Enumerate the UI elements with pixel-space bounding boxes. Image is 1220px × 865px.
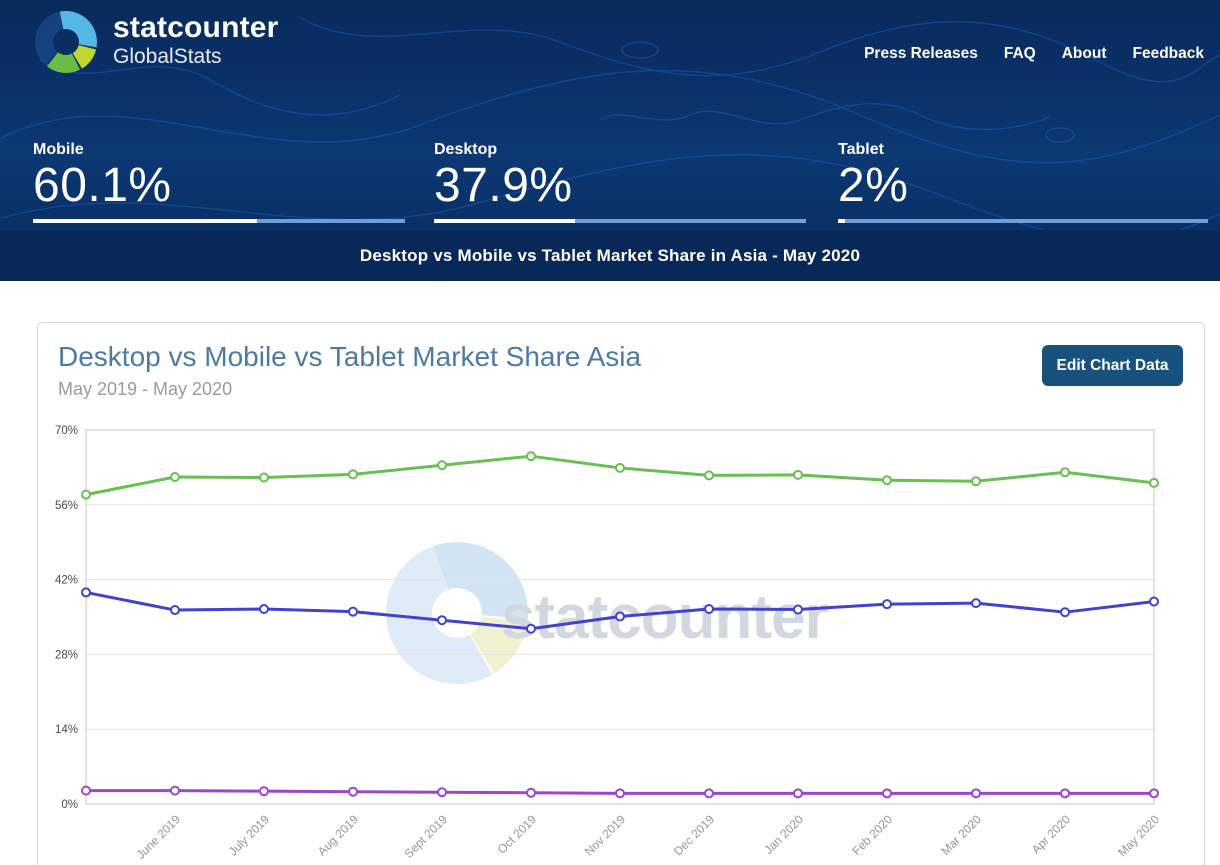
data-point-mobile[interactable] [882, 475, 892, 486]
data-point-tablet[interactable] [971, 788, 981, 799]
stat-desktop-bar [434, 219, 806, 223]
data-point-tablet[interactable] [437, 787, 447, 798]
chart-subtitle: May 2019 - May 2020 [58, 379, 233, 399]
nav-link-faq[interactable]: FAQ [1003, 45, 1036, 62]
y-axis-label: 0% [61, 799, 78, 811]
site-header: statcounter GlobalStats Press Releases F… [0, 0, 1220, 281]
x-axis-label: Nov 2019 [582, 812, 628, 858]
data-point-mobile[interactable] [526, 451, 536, 462]
data-point-desktop[interactable] [526, 623, 536, 634]
stat-mobile-bar [33, 219, 405, 223]
stats-row: Mobile 60.1% Desktop 37.9% Tablet 2% [0, 85, 1220, 230]
data-point-desktop[interactable] [259, 603, 269, 614]
stat-tablet-bar [838, 219, 1208, 223]
data-point-desktop[interactable] [81, 587, 91, 598]
y-axis-label: 42% [55, 575, 78, 587]
data-point-mobile[interactable] [81, 489, 91, 500]
data-point-tablet[interactable] [1149, 788, 1159, 799]
watermark-text: statcounter [501, 583, 828, 652]
nav-link-about[interactable]: About [1061, 45, 1107, 62]
x-axis-label: May 2020 [1115, 812, 1162, 859]
main-nav: Press Releases FAQ About Feedback [864, 45, 1204, 63]
x-axis-label: Aug 2019 [315, 812, 361, 858]
stat-mobile: Mobile 60.1% [33, 85, 405, 223]
data-point-mobile[interactable] [615, 462, 625, 473]
data-point-desktop[interactable] [971, 598, 981, 609]
data-point-desktop[interactable] [615, 611, 625, 622]
data-point-mobile[interactable] [437, 460, 447, 471]
data-point-mobile[interactable] [1149, 477, 1159, 488]
y-axis-label: 14% [55, 724, 78, 736]
stat-tablet: Tablet 2% [838, 85, 1208, 223]
banner-title: Desktop vs Mobile vs Tablet Market Share… [359, 245, 861, 265]
data-point-desktop[interactable] [1060, 607, 1070, 618]
stat-mobile-value: 60.1% [33, 159, 172, 212]
x-axis-label: Oct 2019 [495, 812, 540, 857]
nav-link-feedback[interactable]: Feedback [1132, 45, 1204, 62]
data-point-desktop[interactable] [882, 599, 892, 610]
data-point-desktop[interactable] [170, 605, 180, 616]
data-point-desktop[interactable] [437, 615, 447, 626]
data-point-mobile[interactable] [793, 469, 803, 480]
data-point-desktop[interactable] [1149, 596, 1159, 607]
data-point-tablet[interactable] [793, 788, 803, 799]
data-point-tablet[interactable] [259, 786, 269, 797]
market-share-chart: statcounter 0% 14% 28% 42% 56% 70% June 2019 Jul… [55, 425, 1162, 862]
data-point-tablet[interactable] [704, 788, 714, 799]
stat-tablet-label: Tablet [838, 141, 884, 158]
nav-link-press-releases[interactable]: Press Releases [864, 45, 978, 62]
banner: Desktop vs Mobile vs Tablet Market Share… [0, 230, 1220, 281]
x-axis-label: Apr 2020 [1029, 812, 1074, 857]
y-axis-label: 70% [55, 425, 78, 437]
data-point-tablet[interactable] [526, 787, 536, 798]
data-point-desktop[interactable] [704, 603, 714, 614]
x-axis-label: Sept 2019 [402, 812, 451, 861]
data-point-tablet[interactable] [615, 788, 625, 799]
data-point-desktop[interactable] [793, 604, 803, 615]
data-point-mobile[interactable] [704, 470, 714, 481]
data-point-mobile[interactable] [170, 472, 180, 483]
stat-desktop: Desktop 37.9% [434, 85, 806, 223]
stat-mobile-label: Mobile [33, 141, 84, 158]
stat-desktop-label: Desktop [434, 141, 498, 158]
statcounter-logo-icon [35, 11, 97, 73]
chart-title: Desktop vs Mobile vs Tablet Market Share… [58, 341, 642, 372]
brand-logo[interactable]: statcounter GlobalStats [35, 11, 279, 73]
x-axis-label: Feb 2020 [849, 812, 895, 858]
stat-desktop-value: 37.9% [434, 159, 573, 212]
data-point-mobile[interactable] [971, 476, 981, 487]
x-axis-label: Mar 2020 [938, 812, 984, 858]
x-axis-label: Dec 2019 [671, 812, 717, 858]
x-axis-label: July 2019 [226, 812, 272, 858]
y-axis-label: 28% [55, 649, 78, 661]
data-point-tablet[interactable] [1060, 788, 1070, 799]
brand-name: statcounter [113, 11, 279, 44]
data-point-tablet[interactable] [170, 785, 180, 796]
x-axis-label: Jan 2020 [761, 812, 806, 857]
data-point-tablet[interactable] [882, 788, 892, 799]
brand-subname: GlobalStats [113, 45, 222, 68]
y-axis-label: 56% [55, 500, 78, 512]
chart-card: Desktop vs Mobile vs Tablet Market Share… [37, 322, 1205, 865]
plot-border [85, 429, 1155, 805]
data-point-desktop[interactable] [348, 606, 358, 617]
edit-chart-data-button[interactable]: Edit Chart Data [1042, 345, 1183, 386]
stat-tablet-value: 2% [838, 159, 909, 212]
data-point-tablet[interactable] [348, 786, 358, 797]
data-point-mobile[interactable] [259, 472, 269, 483]
data-point-mobile[interactable] [348, 469, 358, 480]
x-axis-label: June 2019 [134, 812, 184, 862]
data-point-tablet[interactable] [81, 785, 91, 796]
data-point-mobile[interactable] [1060, 467, 1070, 478]
